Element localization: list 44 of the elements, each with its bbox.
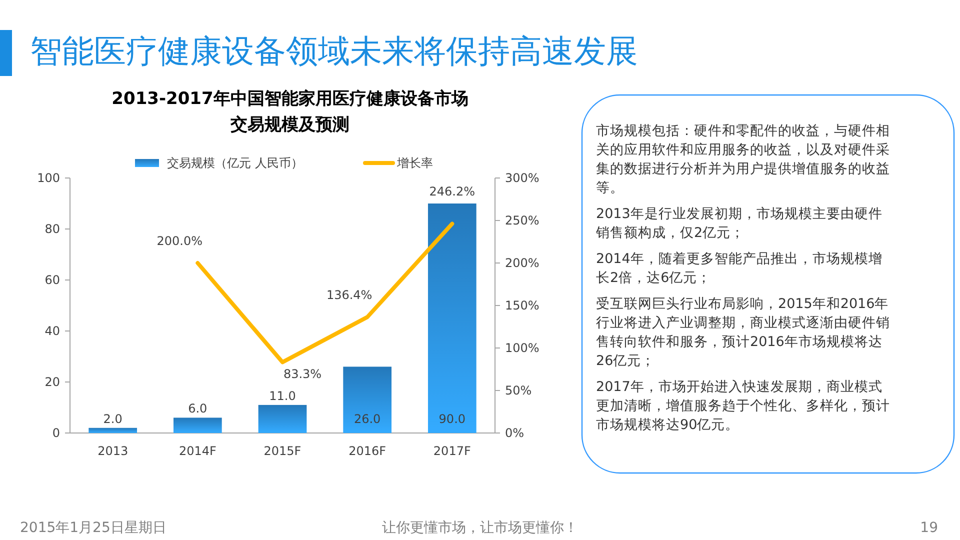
y-tick-label: 100 xyxy=(37,171,60,185)
data-label: 2.0 xyxy=(103,412,122,426)
y2-tick-label: 0% xyxy=(505,426,524,440)
data-label: 136.4% xyxy=(326,288,372,302)
y-tick-label: 40 xyxy=(44,324,60,338)
y2-tick-label: 100% xyxy=(505,341,540,355)
text: 19 xyxy=(920,520,938,536)
x-tick-label: 2014F xyxy=(178,444,216,458)
y-tick-label: 60 xyxy=(44,273,60,287)
y2-tick-label: 250% xyxy=(505,214,540,228)
legend-label: 交易规模（亿元 人民币） xyxy=(167,156,303,170)
y-tick-label: 0 xyxy=(52,426,60,440)
y-tick-label: 20 xyxy=(44,375,60,389)
y2-tick-label: 50% xyxy=(505,384,532,398)
data-label: 11.0 xyxy=(269,388,296,403)
text: 市场规模包括：硬件和零配件的收益，与硬件相关的应用软件和应用服务的收益，以及对硬件采集的数据进行分析并为用户提供增值服务的收益等。 xyxy=(596,122,891,198)
bar xyxy=(258,404,307,433)
bar xyxy=(343,366,392,433)
data-label: 26.0 xyxy=(354,412,381,426)
text: 2013年是行业发展初期，市场规模主要由硬件销售额构成，仅2亿元； xyxy=(596,205,884,243)
y2-tick-label: 150% xyxy=(505,298,540,312)
text: 2015年1月25日星期日 xyxy=(20,520,166,536)
x-tick-label: 2015F xyxy=(264,444,302,458)
text: 让你更懂市场，让市场更懂你！ xyxy=(382,520,578,536)
text: 2017年，市场开始进入快速发展期，商业模式更加清晰，增值服务趋于个性化、多样化，预计市场规模将达90亿元。 xyxy=(596,378,891,435)
data-label: 90.0 xyxy=(438,412,466,426)
y-tick-label: 80 xyxy=(44,222,60,236)
text: 2014年，随着更多智能产品推出，市场规模增长2倍，达6亿元； xyxy=(596,250,884,288)
bar xyxy=(173,418,222,433)
text: 受互联网巨头行业布局影响，2015年和2016年行业将进入产业调整期，商业模式逐渐由硬件销售转向软件和服务，预计2016年市场规模将达26亿元； xyxy=(596,295,891,371)
bar xyxy=(428,204,476,433)
data-label: 6.0 xyxy=(188,402,208,416)
bar xyxy=(88,428,138,433)
y2-tick-label: 200% xyxy=(505,256,540,270)
data-label: 83.3% xyxy=(283,367,322,382)
x-tick-label: 2016F xyxy=(348,444,386,458)
y2-tick-label: 300% xyxy=(505,171,540,185)
data-label: 246.2% xyxy=(429,184,476,199)
x-tick-label: 2017F xyxy=(433,444,471,458)
data-label: 200.0% xyxy=(156,234,203,248)
chart-subtitle: 2013-2017年中国智能家用医疗健康设备市场交易规模及预测 xyxy=(110,88,470,137)
legend-label: 增长率 xyxy=(396,156,433,170)
chart-title: 智能医疗健康设备领域未来将保持高速发展 xyxy=(30,32,638,70)
x-tick-label: 2013 xyxy=(98,444,128,458)
